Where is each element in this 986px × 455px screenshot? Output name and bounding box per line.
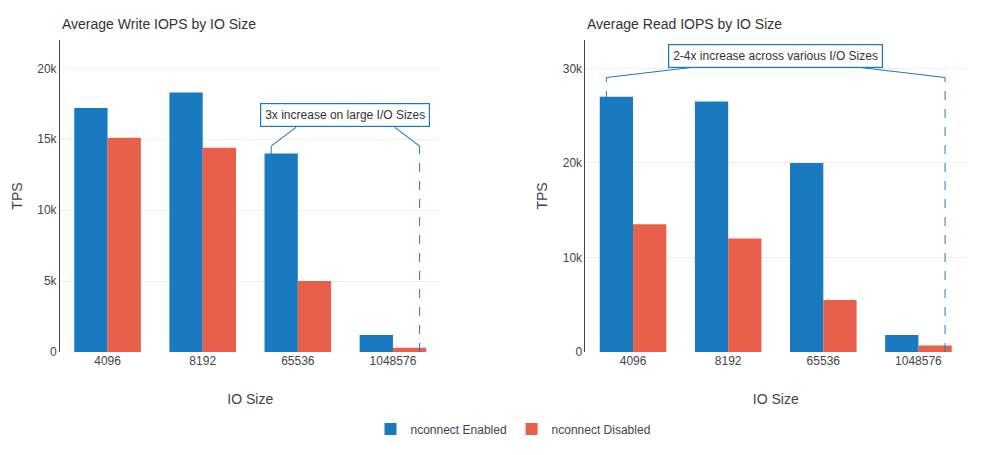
- svg-text:20k: 20k: [563, 156, 583, 170]
- svg-text:0: 0: [50, 345, 57, 359]
- svg-text:30k: 30k: [563, 62, 583, 76]
- svg-text:TPS: TPS: [534, 182, 550, 209]
- svg-text:1048576: 1048576: [895, 354, 942, 368]
- svg-text:5k: 5k: [44, 274, 58, 288]
- svg-text:TPS: TPS: [9, 182, 25, 209]
- svg-text:20k: 20k: [37, 62, 57, 76]
- svg-text:nconnect Disabled: nconnect Disabled: [552, 423, 651, 437]
- svg-text:4096: 4096: [94, 354, 121, 368]
- svg-text:Average Read IOPS by IO Size: Average Read IOPS by IO Size: [587, 16, 782, 32]
- svg-text:8192: 8192: [189, 354, 216, 368]
- svg-text:nconnect Enabled: nconnect Enabled: [411, 423, 507, 437]
- svg-text:15k: 15k: [37, 132, 57, 146]
- svg-text:65536: 65536: [281, 354, 315, 368]
- svg-text:1048576: 1048576: [370, 354, 417, 368]
- svg-text:4096: 4096: [620, 354, 647, 368]
- svg-text:IO Size: IO Size: [753, 391, 799, 407]
- svg-text:10k: 10k: [37, 203, 57, 217]
- svg-text:2-4x increase across various I: 2-4x increase across various I/O Sizes: [673, 49, 878, 63]
- svg-text:0: 0: [575, 345, 582, 359]
- svg-text:3x increase on large I/O Sizes: 3x increase on large I/O Sizes: [265, 108, 425, 122]
- svg-text:10k: 10k: [563, 251, 583, 265]
- svg-text:65536: 65536: [807, 354, 841, 368]
- svg-text:8192: 8192: [715, 354, 742, 368]
- svg-text:Average Write IOPS by IO Size: Average Write IOPS by IO Size: [62, 16, 256, 32]
- svg-text:IO Size: IO Size: [227, 391, 273, 407]
